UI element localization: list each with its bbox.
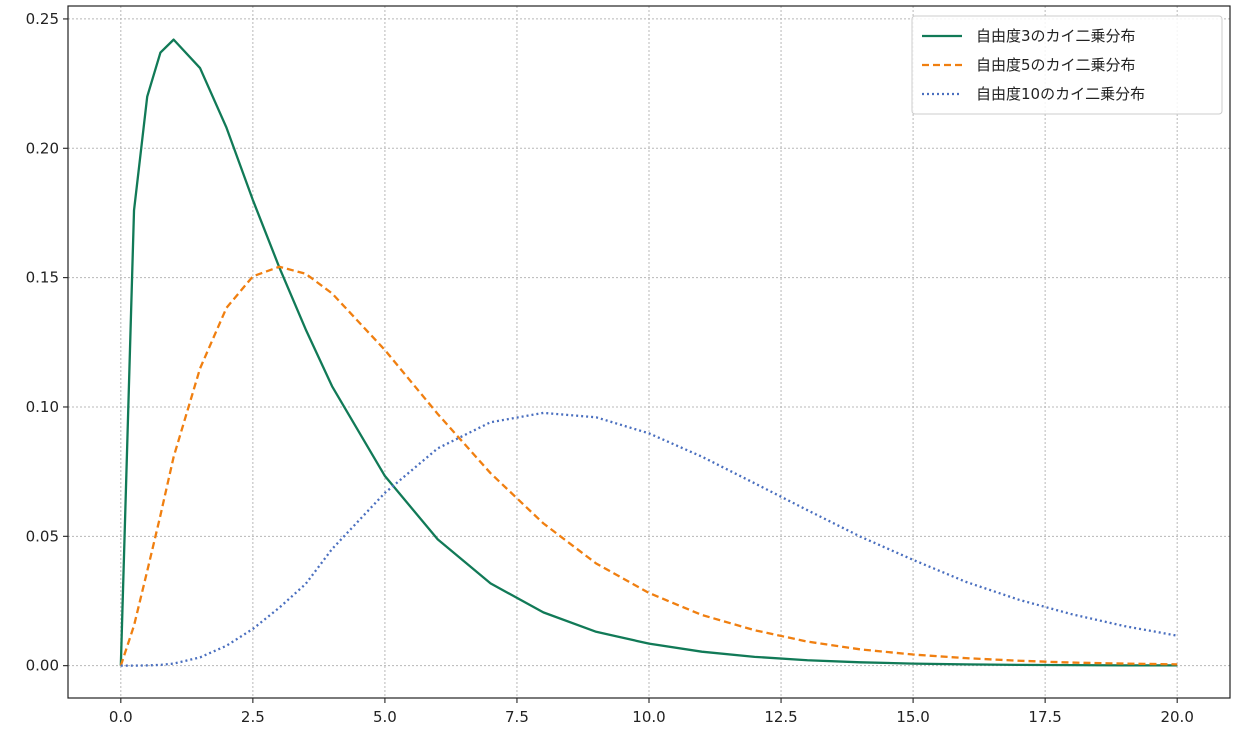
x-tick-label: 20.0 [1160, 708, 1193, 726]
y-tick-label: 0.25 [26, 10, 59, 28]
series-layer [119, 38, 1178, 667]
x-tick-label: 0.0 [109, 708, 133, 726]
legend-label-1: 自由度3のカイ二乗分布 [976, 27, 1136, 45]
series-line-2 [119, 265, 1178, 667]
x-tick-label: 12.5 [764, 708, 797, 726]
x-tick-label: 5.0 [373, 708, 397, 726]
y-tick-label: 0.20 [26, 139, 59, 157]
x-tick-label: 17.5 [1028, 708, 1061, 726]
y-tick-label: 0.10 [26, 398, 59, 416]
series-line-3 [120, 411, 1178, 667]
y-tick-label: 0.00 [26, 657, 59, 675]
legend-label-3: 自由度10のカイ二乗分布 [976, 85, 1145, 103]
x-tick-label: 2.5 [241, 708, 265, 726]
x-tick-label: 7.5 [505, 708, 529, 726]
legend-label-2: 自由度5のカイ二乗分布 [976, 56, 1136, 74]
y-tick-label: 0.15 [26, 269, 59, 287]
x-axis: 0.0 2.5 5.0 7.5 10.0 12.5 15.0 17.5 20.0 [109, 698, 1194, 726]
y-tick-label: 0.05 [26, 527, 59, 545]
y-axis: 0.00 0.05 0.10 0.15 0.20 0.25 [26, 10, 68, 675]
series-line-1 [119, 38, 1178, 667]
legend-box [911, 15, 1223, 115]
x-tick-label: 10.0 [632, 708, 665, 726]
x-tick-label: 15.0 [896, 708, 929, 726]
grid [68, 6, 1230, 698]
